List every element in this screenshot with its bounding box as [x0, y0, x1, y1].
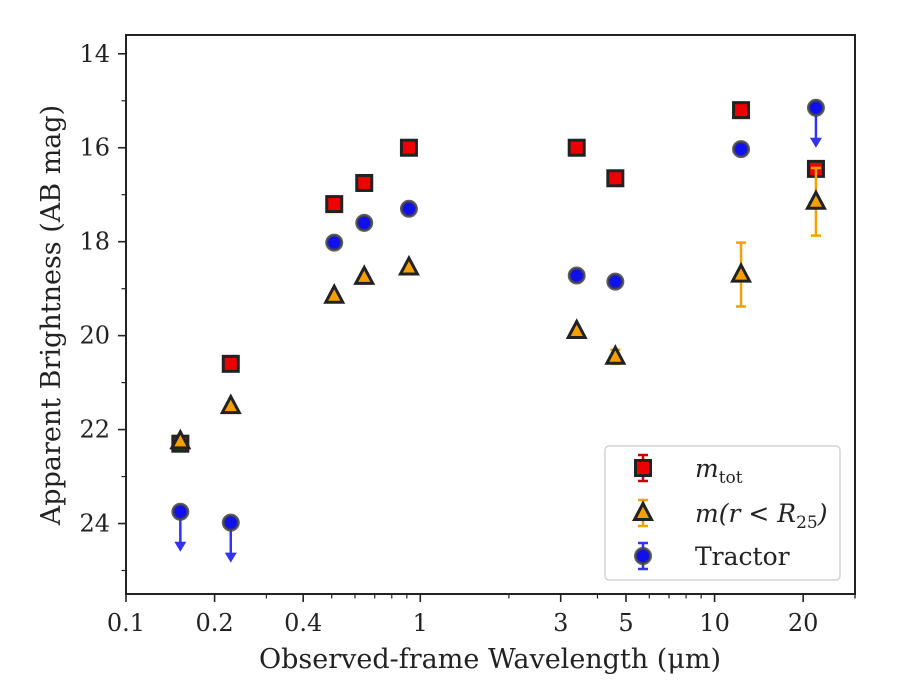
point-tractor: [355, 213, 374, 232]
legend-marker-m_r25: [632, 500, 654, 521]
legend-label-base: m(r < R: [695, 499, 796, 528]
point-m_r25: [353, 264, 376, 285]
plot-frame: [125, 34, 856, 595]
legend-label-base: m: [695, 454, 719, 483]
y-tick-label: 24: [79, 510, 110, 538]
legend: mtot m(r < R25) Tractor: [604, 445, 841, 581]
x-tick-label: 10: [699, 609, 730, 637]
y-axis: 14 16 18 20 22 24: [79, 40, 126, 572]
point-m_r25: [565, 318, 588, 339]
x-tick-label: 0.1: [107, 609, 145, 637]
point-tractor: [806, 98, 825, 117]
x-tick-label: 5: [618, 609, 633, 637]
legend-entry-m_tot: mtot: [634, 453, 743, 488]
point-tractor: [221, 513, 240, 532]
legend-label-base: Tractor: [695, 542, 790, 571]
point-m_r25: [804, 189, 827, 210]
point-m_tot: [567, 138, 586, 157]
x-tick-label: 1: [413, 609, 428, 637]
y-tick-label: 20: [79, 322, 110, 350]
legend-label: m(r < R25): [695, 499, 827, 533]
legend-marker-tractor: [634, 547, 652, 565]
x-tick-label: 0.2: [196, 609, 234, 637]
y-tick-label: 14: [79, 40, 110, 68]
point-tractor: [325, 233, 344, 252]
y-tick-label: 22: [79, 416, 110, 444]
x-tick-label: 20: [788, 609, 819, 637]
upper-limit-arrowhead: [224, 552, 237, 563]
point-m_tot: [732, 101, 751, 120]
x-axis: 0.1 0.2 0.4 1 3 5 10 20: [107, 594, 856, 637]
point-tractor: [399, 199, 418, 218]
series-tractor: [171, 98, 825, 563]
point-tractor: [732, 140, 751, 159]
series-m_tot: [171, 101, 825, 453]
y-tick-label: 16: [79, 134, 110, 162]
legend-label-tail: ): [817, 499, 828, 528]
point-m_r25: [397, 254, 420, 276]
point-m_tot: [399, 138, 418, 157]
point-m_r25: [730, 261, 753, 283]
point-m_tot: [221, 354, 240, 373]
y-axis-label: Apparent Brightness (AB mag): [36, 105, 67, 526]
upper-limit-arrowhead: [174, 541, 187, 552]
legend-box: [604, 445, 841, 581]
x-tick-label: 0.4: [284, 609, 322, 637]
upper-limit-arrowhead: [809, 137, 822, 148]
point-tractor: [567, 266, 586, 285]
legend-entry-m_r25: m(r < R25): [632, 498, 827, 533]
point-m_r25: [169, 428, 192, 450]
legend-label-subscript: 25: [796, 513, 818, 533]
point-tractor: [171, 502, 190, 521]
y-tick-label: 18: [79, 228, 110, 256]
data-marks: [169, 98, 827, 563]
series-m_r25: [169, 166, 827, 450]
point-m_r25: [323, 283, 346, 304]
point-m_tot: [355, 173, 374, 192]
point-m_tot: [606, 169, 625, 188]
x-axis-label: Observed-frame Wavelength (μm): [259, 644, 721, 675]
legend-label-subscript: tot: [719, 468, 743, 488]
point-m_r25: [219, 393, 242, 415]
legend-label: Tractor: [695, 542, 790, 571]
x-tick-label: 3: [553, 609, 568, 637]
point-m_r25: [604, 344, 627, 365]
legend-entry-tractor: Tractor: [634, 541, 790, 571]
point-tractor: [606, 272, 625, 291]
point-m_tot: [325, 195, 344, 214]
legend-marker-m_tot: [634, 459, 652, 477]
legend-label: mtot: [695, 454, 743, 488]
